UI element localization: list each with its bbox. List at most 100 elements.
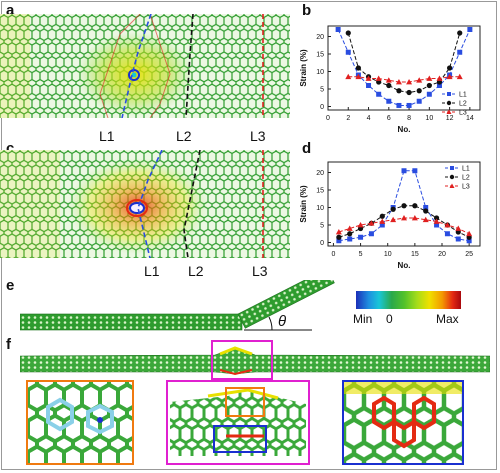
panel-label-e: e bbox=[6, 277, 15, 294]
data-point-l1 bbox=[379, 222, 385, 228]
x-tick-label: 2 bbox=[346, 115, 350, 122]
x-tick-label: 4 bbox=[367, 115, 371, 122]
data-point-l3 bbox=[466, 230, 473, 237]
y-tick-label: 10 bbox=[316, 69, 324, 76]
legend-marker-l1 bbox=[450, 166, 454, 170]
x-tick-label: 8 bbox=[407, 115, 411, 122]
data-point-l3 bbox=[456, 73, 463, 80]
plot-frame bbox=[327, 25, 481, 111]
data-point-l1 bbox=[401, 168, 407, 174]
y-tick-label: 0 bbox=[320, 240, 324, 247]
data-point-l3 bbox=[395, 79, 402, 85]
panel-label-d: d bbox=[302, 140, 312, 157]
y-tick-label: 20 bbox=[316, 170, 324, 177]
y-tick-label: 5 bbox=[320, 223, 324, 230]
strain-chart-b: 0 2 4 6 8 10 12 14 0 5 10 15 20 No. Strain (%) L1 L2 L3 bbox=[299, 25, 481, 134]
data-point-l1 bbox=[416, 98, 422, 104]
y-axis-label: Strain (%) bbox=[299, 49, 308, 87]
data-point-l2 bbox=[379, 213, 385, 219]
data-point-l3 bbox=[335, 229, 342, 235]
data-point-l3 bbox=[365, 75, 372, 81]
colorbar-zero: 0 bbox=[386, 312, 393, 326]
data-point-l3 bbox=[379, 218, 386, 224]
y-tick-label: 15 bbox=[316, 52, 324, 59]
panel-label-b: b bbox=[302, 2, 312, 19]
data-point-l3 bbox=[401, 215, 407, 221]
data-point-l3 bbox=[346, 225, 353, 231]
legend-marker-l3 bbox=[449, 183, 455, 188]
legend-marker-l3 bbox=[446, 109, 452, 114]
line-l1-c bbox=[137, 150, 163, 258]
label-l1-c: L1 bbox=[144, 263, 160, 279]
panel-label-c: c bbox=[6, 140, 15, 157]
data-point-l1 bbox=[426, 91, 432, 97]
data-point-l2 bbox=[426, 82, 432, 89]
y-axis-label: Strain (%) bbox=[299, 185, 308, 223]
colorbar-min: Min bbox=[353, 312, 373, 326]
y-tick-label: 10 bbox=[316, 205, 324, 212]
label-l3-a: L3 bbox=[250, 128, 266, 144]
data-point-l3 bbox=[406, 79, 413, 85]
data-point-l3 bbox=[436, 75, 443, 81]
strain-chart-d: 0 5 10 15 20 25 0 5 10 15 20 No. Strain (%) L1 L2 L3 bbox=[299, 161, 481, 270]
data-point-l1 bbox=[406, 102, 412, 108]
data-point-l2 bbox=[345, 30, 351, 36]
data-point-l1 bbox=[466, 238, 472, 244]
y-tick-label: 15 bbox=[316, 188, 324, 195]
data-point-l3 bbox=[357, 222, 364, 228]
data-point-l2 bbox=[336, 234, 342, 240]
data-point-l1 bbox=[423, 205, 429, 210]
colorbar-max: Max bbox=[436, 312, 459, 326]
colorbar bbox=[356, 291, 461, 309]
label-l1-a: L1 bbox=[99, 128, 115, 144]
zoom-inset-orange bbox=[26, 380, 134, 465]
panel-label-a: a bbox=[6, 2, 15, 19]
zoom-inset-blue bbox=[342, 380, 464, 465]
data-point-l2 bbox=[406, 89, 412, 96]
line-l2-c bbox=[183, 150, 201, 258]
data-point-l2 bbox=[396, 88, 402, 94]
data-point-l2 bbox=[347, 231, 353, 237]
data-point-l1 bbox=[434, 222, 440, 228]
legend-marker-l2 bbox=[446, 100, 452, 106]
y-tick-label: 5 bbox=[320, 87, 324, 94]
data-point-l1 bbox=[386, 98, 392, 104]
label-l2-a: L2 bbox=[176, 128, 192, 144]
data-point-l3 bbox=[375, 75, 382, 81]
series-line-l3 bbox=[348, 76, 460, 83]
graphene-mesh-c bbox=[0, 150, 290, 258]
data-point-l1 bbox=[335, 27, 341, 32]
x-axis-label: No. bbox=[398, 261, 411, 270]
data-point-l1 bbox=[368, 231, 374, 237]
data-point-l3 bbox=[422, 216, 429, 223]
data-point-l2 bbox=[355, 65, 361, 71]
x-tick-label: 0 bbox=[326, 115, 330, 122]
zoom-inset-magenta bbox=[166, 380, 310, 465]
x-tick-label: 20 bbox=[438, 251, 446, 258]
line-l2-a bbox=[185, 14, 194, 118]
data-point-l3 bbox=[426, 75, 433, 81]
data-point-l2 bbox=[416, 88, 422, 94]
x-tick-label: 15 bbox=[411, 251, 419, 258]
data-point-l2 bbox=[423, 208, 429, 214]
panel-label-f: f bbox=[6, 336, 11, 353]
data-point-l1 bbox=[347, 236, 353, 242]
y-tick-label: 0 bbox=[320, 104, 324, 111]
data-point-l2 bbox=[412, 203, 418, 209]
line-l1-a bbox=[121, 14, 152, 118]
x-tick-label: 10 bbox=[425, 115, 433, 122]
data-point-l3 bbox=[385, 77, 392, 83]
data-point-l3 bbox=[455, 225, 462, 231]
data-point-l3 bbox=[433, 218, 440, 224]
data-point-l1 bbox=[376, 91, 382, 97]
label-l2-c: L2 bbox=[188, 263, 204, 279]
legend-label-l2: L2 bbox=[459, 101, 467, 108]
legend-label-l3: L3 bbox=[462, 184, 470, 191]
data-point-l2 bbox=[457, 30, 463, 36]
data-point-l3 bbox=[416, 77, 423, 83]
data-point-l3 bbox=[390, 216, 397, 223]
legend-marker-l2 bbox=[449, 174, 455, 180]
highlight-box-f bbox=[211, 340, 273, 380]
x-axis-label: No. bbox=[398, 125, 411, 134]
legend-marker-l1 bbox=[447, 92, 451, 96]
